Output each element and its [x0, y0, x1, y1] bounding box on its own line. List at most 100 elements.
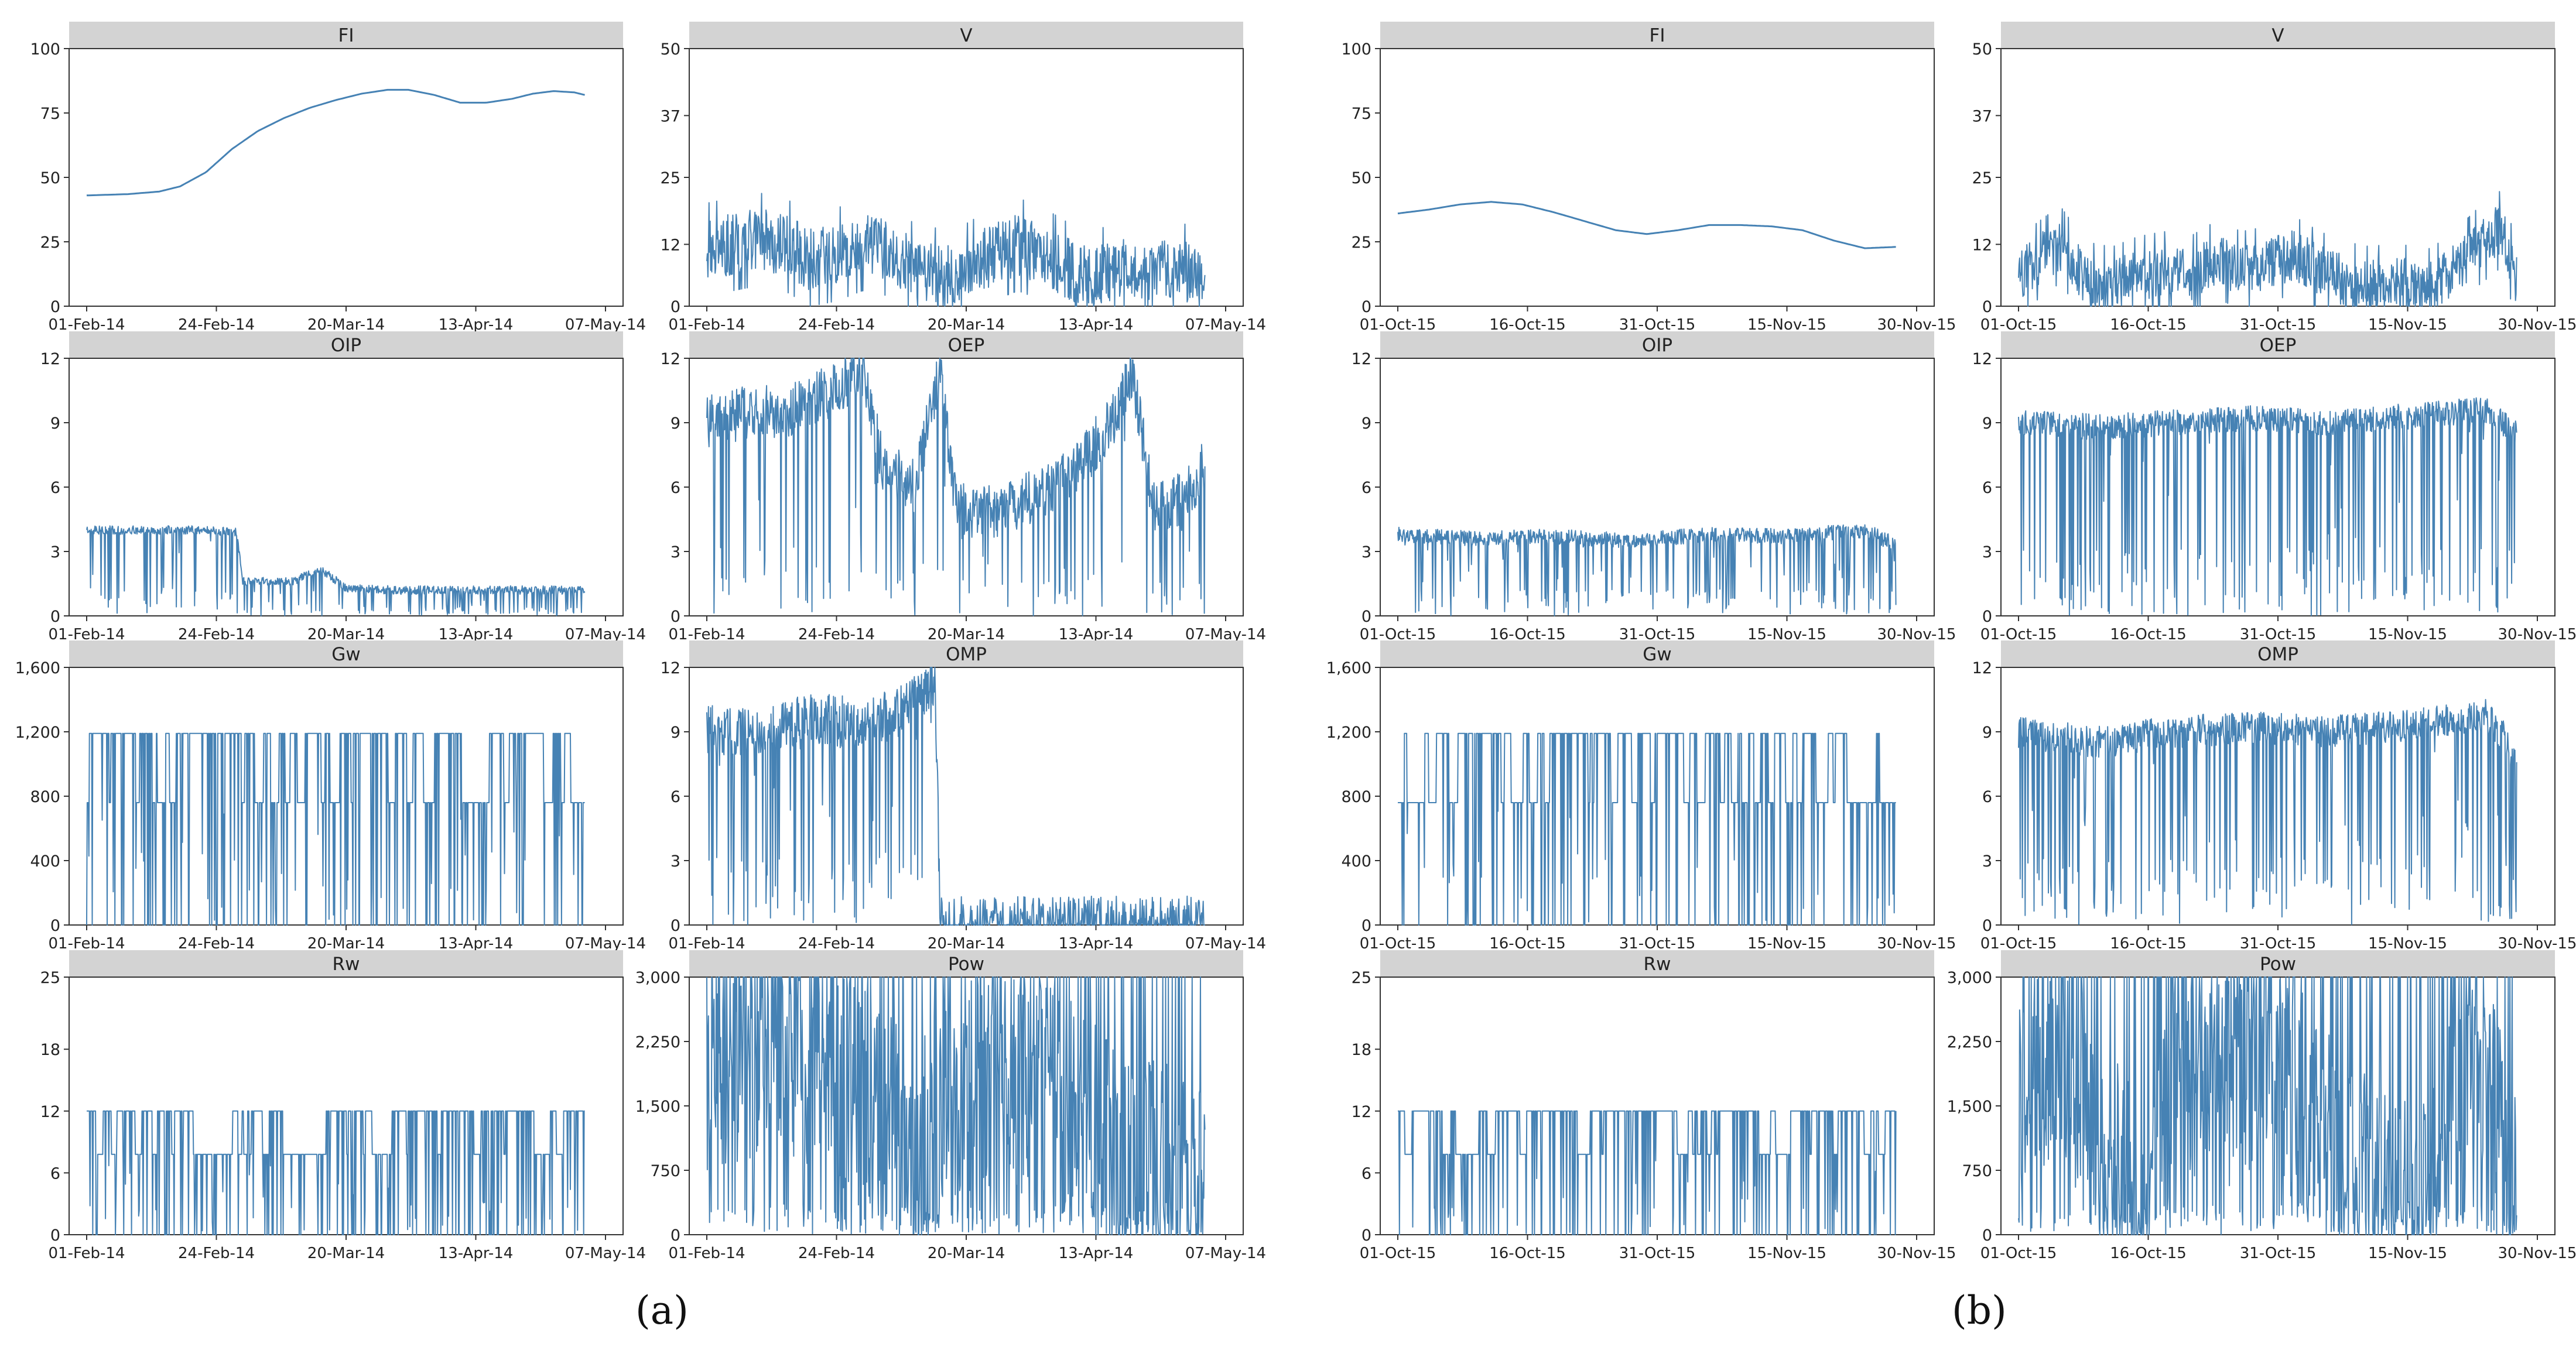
- y-tick-label: 750: [650, 1162, 680, 1180]
- y-tick-label: 12: [40, 350, 60, 368]
- series-line: [86, 88, 585, 197]
- series-line: [1397, 201, 1896, 249]
- title-strip: [1380, 640, 1934, 667]
- y-tick-label: 12: [1972, 659, 1992, 677]
- x-tick-label: 01-Oct-15: [1980, 316, 2057, 334]
- chart-title: V: [960, 25, 972, 46]
- y-tick-label: 0: [50, 1226, 60, 1245]
- x-tick-label: 31-Oct-15: [1619, 935, 1696, 953]
- chart-a-fi: FI 0 25 50 75 100 01-Feb-14 24-Feb-14 20-Mar-14 1…: [30, 22, 646, 334]
- x-tick-label: 13-Apr-14: [439, 935, 514, 953]
- chart-title: OIP: [331, 335, 361, 356]
- title-strip: [69, 22, 623, 49]
- y-tick-label: 3: [1361, 543, 1371, 561]
- x-tick-label: 20-Mar-14: [928, 935, 1005, 953]
- x-tick-label: 31-Oct-15: [1619, 1245, 1696, 1262]
- x-tick-label: 15-Nov-15: [2368, 316, 2447, 334]
- x-tick-label: 15-Nov-15: [1747, 1245, 1826, 1262]
- y-tick-label: 3: [1982, 852, 1992, 871]
- series-line: [706, 358, 1206, 616]
- chart-a-omp: OMP 0 3 6 9 12 01-Feb-14 24-Feb-14 20-Mar-14 13-A…: [661, 640, 1266, 953]
- y-tick-label: 0: [670, 608, 680, 626]
- y-tick-label: 2,250: [1947, 1033, 1992, 1051]
- x-tick-label: 24-Feb-14: [798, 935, 875, 953]
- y-tick-label: 3,000: [1947, 969, 1992, 987]
- series-line: [1397, 732, 1896, 926]
- title-strip: [69, 331, 623, 358]
- y-tick-label: 6: [1982, 788, 1992, 806]
- chart-b-gw: Gw 0 400 800 1,200 1,600 01-Oct-15 16-Oct-15 31-…: [1326, 640, 1956, 953]
- title-strip: [69, 950, 623, 977]
- chart-title: FI: [1650, 25, 1665, 46]
- x-tick-label: 16-Oct-15: [2110, 1245, 2187, 1262]
- chart-title: OIP: [1642, 335, 1672, 356]
- title-strip: [1380, 331, 1934, 358]
- y-tick-label: 6: [1982, 479, 1992, 497]
- x-tick-label: 07-May-14: [565, 316, 646, 334]
- y-tick-label: 12: [661, 236, 680, 254]
- chart-a-gw: Gw 0 400 800 1,200 1,600 01-Feb-14 24-Feb-14 20-…: [15, 640, 646, 953]
- y-tick-label: 0: [1361, 917, 1371, 935]
- chart-b-rw: Rw 0 6 12 18 25 01-Oct-15 16-Oct-15 31-Oct-15 15-…: [1352, 950, 1956, 1262]
- y-tick-label: 75: [1352, 105, 1371, 123]
- x-tick-label: 01-Feb-14: [49, 316, 125, 334]
- y-tick-label: 25: [1352, 234, 1371, 252]
- x-tick-label: 01-Oct-15: [1360, 1245, 1436, 1262]
- title-strip: [69, 640, 623, 667]
- y-tick-label: 6: [1361, 479, 1371, 497]
- series-line: [86, 525, 586, 616]
- x-tick-label: 31-Oct-15: [2240, 1245, 2317, 1262]
- chart-title: V: [2271, 25, 2284, 46]
- y-tick-label: 1,600: [15, 659, 60, 677]
- y-tick-label: 9: [1982, 414, 1992, 433]
- chart-title: OMP: [2257, 644, 2298, 665]
- y-tick-label: 0: [670, 917, 680, 935]
- y-tick-label: 12: [1352, 1103, 1371, 1121]
- x-tick-label: 13-Apr-14: [439, 1245, 514, 1262]
- y-tick-label: 0: [670, 1226, 680, 1245]
- y-tick-label: 12: [661, 659, 680, 677]
- y-tick-label: 9: [50, 414, 60, 433]
- x-tick-label: 24-Feb-14: [178, 935, 255, 953]
- chart-title: Rw: [1644, 954, 1671, 975]
- chart-a-v: V 0 12 25 37 50 01-Feb-14 24-Feb-14 20-Mar-14 13-…: [661, 22, 1266, 334]
- y-tick-label: 3: [670, 543, 680, 561]
- y-tick-label: 400: [1341, 852, 1371, 871]
- x-tick-label: 30-Nov-15: [1877, 316, 1956, 334]
- x-tick-label: 31-Oct-15: [2240, 316, 2317, 334]
- x-tick-label: 15-Nov-15: [2368, 1245, 2447, 1262]
- y-tick-label: 3: [50, 543, 60, 561]
- x-tick-label: 01-Feb-14: [49, 1245, 125, 1262]
- x-tick-label: 07-May-14: [565, 935, 646, 953]
- x-tick-label: 16-Oct-15: [1489, 935, 1566, 953]
- chart-title: OEP: [948, 335, 985, 356]
- title-strip: [2001, 331, 2555, 358]
- y-tick-label: 0: [1361, 1226, 1371, 1245]
- x-tick-label: 01-Oct-15: [1980, 1245, 2057, 1262]
- x-tick-label: 31-Oct-15: [1619, 316, 1696, 334]
- title-strip: [689, 950, 1243, 977]
- series-line: [2018, 397, 2517, 616]
- y-tick-label: 0: [1982, 917, 1992, 935]
- chart-b-omp: OMP 0 3 6 9 12 01-Oct-15 16-Oct-15 31-Oct-15 15-N…: [1972, 640, 2576, 953]
- x-tick-label: 01-Feb-14: [669, 1245, 745, 1262]
- y-tick-label: 800: [1341, 788, 1371, 806]
- y-tick-label: 0: [1982, 608, 1992, 626]
- y-tick-label: 100: [30, 40, 60, 59]
- plot-frame: [1380, 48, 1935, 307]
- y-tick-label: 1,200: [1326, 724, 1371, 742]
- series-line: [1397, 1110, 1897, 1235]
- chart-title: Gw: [1643, 644, 1671, 665]
- x-tick-label: 01-Oct-15: [1360, 316, 1436, 334]
- y-tick-label: 0: [1361, 298, 1371, 316]
- y-tick-label: 3,000: [635, 969, 680, 987]
- x-tick-label: 20-Mar-14: [307, 935, 385, 953]
- y-tick-label: 6: [1361, 1164, 1371, 1183]
- series-line: [1397, 524, 1897, 616]
- chart-title: OEP: [2260, 335, 2297, 356]
- y-tick-label: 12: [40, 1103, 60, 1121]
- series-line: [2018, 977, 2517, 1235]
- title-strip: [2001, 950, 2555, 977]
